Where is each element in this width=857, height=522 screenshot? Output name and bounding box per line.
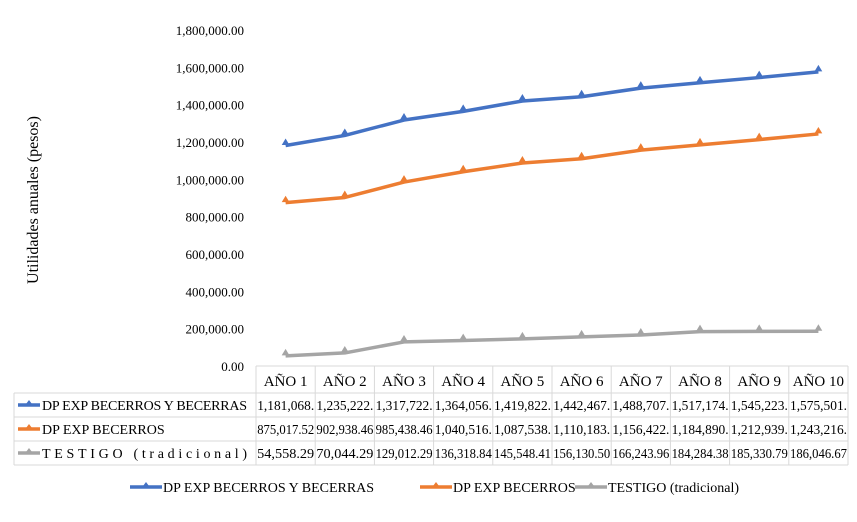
data-point: [755, 70, 764, 78]
legend-key-marker: [26, 424, 32, 428]
x-category-label: AÑO 1: [264, 374, 308, 390]
data-point: [755, 132, 764, 140]
data-point: [636, 143, 645, 150]
data-point: [636, 81, 645, 88]
table-cell: 1,575,501.: [790, 399, 847, 414]
table-cell: 1,545,223.: [731, 399, 788, 414]
data-point: [400, 334, 408, 342]
table-cell: 184,284.38: [672, 447, 729, 462]
data-point: [340, 190, 349, 197]
series-line: [285, 329, 819, 358]
data-point: [400, 175, 408, 182]
y-tick-label: 1,200,000.00: [176, 135, 244, 150]
series-line: [285, 70, 819, 148]
data-point: [814, 324, 823, 331]
data-point: [459, 164, 468, 172]
table-cell: 1,040,516.: [435, 423, 492, 438]
y-tick-label: 1,800,000.00: [176, 23, 244, 38]
table-cell: 1,110,183.: [553, 423, 610, 438]
table-cell: 166,243.96: [612, 447, 669, 462]
x-category-label: AÑO 10: [793, 374, 844, 390]
table-cell: 54,558.29: [257, 447, 314, 462]
y-tick-label: 1,600,000.00: [176, 60, 244, 75]
table-cell: 1,087,538.: [494, 423, 551, 438]
legend-marker: [588, 482, 594, 486]
data-point: [814, 64, 823, 72]
y-tick-label: 400,000.00: [186, 284, 245, 299]
data-point: [814, 126, 823, 134]
table-cell: 1,364,056.: [435, 399, 492, 414]
data-point: [281, 138, 290, 146]
x-category-label: AÑO 2: [323, 374, 367, 390]
table-cell: 1,235,222.: [316, 399, 373, 414]
table-cell: 1,184,890.: [672, 423, 729, 438]
legend-marker: [433, 482, 439, 486]
table-series-name: DP EXP BECERROS: [42, 423, 165, 438]
data-point: [577, 329, 586, 337]
table-cell: 186,046.67: [790, 447, 847, 462]
table-cell: 1,212,939.: [731, 423, 788, 438]
x-category-label: AÑO 4: [441, 374, 485, 390]
table-cell: 1,156,422.: [612, 423, 669, 438]
table-cell: 1,181,068.: [257, 399, 314, 414]
data-point: [340, 128, 349, 135]
data-point: [518, 331, 527, 339]
table-series-name: TESTIGO (tradicional): [42, 447, 247, 462]
x-category-label: AÑO 6: [560, 374, 604, 390]
series-line: [285, 132, 819, 205]
legend-key-marker: [26, 400, 32, 404]
y-tick-label: 800,000.00: [186, 210, 245, 225]
table-cell: 136,318.84: [435, 447, 492, 462]
y-tick-label: 1,400,000.00: [176, 98, 244, 113]
legend-label: DP EXP BECERROS: [453, 481, 576, 496]
legend-label: DP EXP BECERROS Y BECERRAS: [163, 481, 374, 496]
y-tick-label: 600,000.00: [186, 247, 245, 262]
table-cell: 145,548.41: [494, 447, 551, 462]
x-category-label: AÑO 7: [619, 374, 663, 390]
legend-key-marker: [26, 448, 32, 452]
data-point: [281, 195, 290, 203]
data-point: [577, 151, 586, 159]
legend-marker: [143, 482, 149, 486]
x-category-label: AÑO 8: [678, 374, 722, 390]
table-cell: 902,938.46: [316, 423, 373, 438]
x-category-label: AÑO 9: [737, 374, 781, 390]
data-point: [459, 104, 468, 111]
table-cell: 156,130.50: [553, 447, 610, 462]
y-tick-label: 1,000,000.00: [176, 172, 244, 187]
data-point: [459, 333, 468, 341]
data-point: [281, 348, 290, 356]
data-point: [340, 345, 349, 353]
table-cell: 1,317,722.: [376, 399, 433, 414]
table-cell: 185,330.79: [731, 447, 788, 462]
data-point: [696, 324, 704, 332]
data-point: [518, 156, 527, 163]
table-cell: 1,419,822.: [494, 399, 551, 414]
table-cell: 1,442,467.: [553, 399, 610, 414]
data-point: [400, 113, 408, 120]
table-cell: 1,488,707.: [612, 399, 669, 414]
data-point: [636, 327, 645, 335]
data-point: [755, 324, 764, 331]
data-point: [518, 93, 527, 101]
data-point: [696, 137, 704, 145]
table-cell: 1,243,216.: [790, 423, 847, 438]
y-tick-label: 200,000.00: [186, 322, 245, 337]
table-cell: 1,517,174.: [672, 399, 729, 414]
table-cell: 875,017.52: [257, 423, 314, 438]
y-axis-label: Utilidades anuales (pesos): [25, 116, 42, 284]
y-tick-label: 0.00: [221, 359, 244, 374]
data-point: [577, 89, 586, 97]
table-cell: 129,012.29: [376, 447, 433, 462]
table-series-name: DP EXP BECERROS Y BECERRAS: [42, 399, 247, 414]
x-category-label: AÑO 5: [501, 374, 545, 390]
table-cell: 70,044.29: [316, 447, 373, 462]
data-point: [696, 75, 704, 83]
legend-label: TESTIGO (tradicional): [608, 481, 739, 496]
x-category-label: AÑO 3: [382, 374, 426, 390]
table-cell: 985,438.46: [376, 423, 433, 438]
